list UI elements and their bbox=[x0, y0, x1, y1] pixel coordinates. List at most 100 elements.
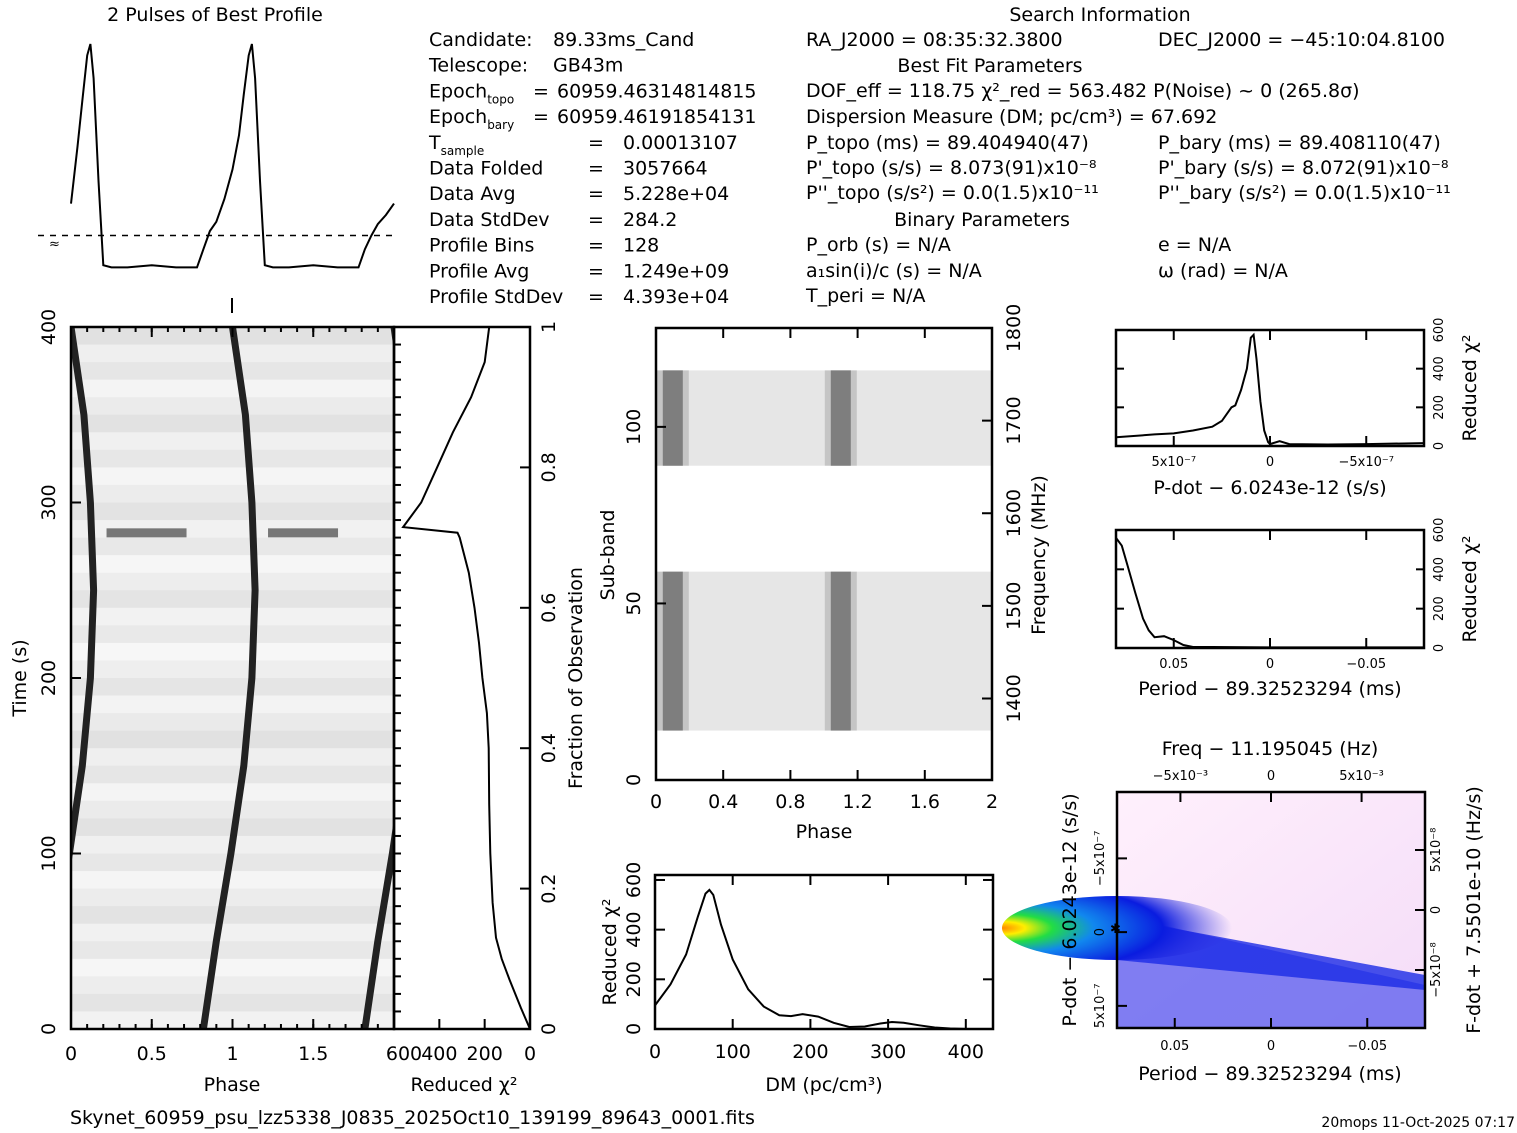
filename-label: Skynet_60959_psu_lzz5338_J0835_2025Oct10… bbox=[70, 1107, 755, 1129]
y-tick-label: 50 bbox=[623, 591, 645, 615]
y-tick-label: 0 bbox=[623, 1023, 645, 1035]
x-tick-label: 1.6 bbox=[910, 791, 940, 813]
x-tick-label: 0.5 bbox=[137, 1043, 167, 1065]
x-tick-label: 1.5 bbox=[298, 1043, 328, 1065]
x-tick-label: 0 bbox=[65, 1043, 77, 1065]
y-tick-label: 400 bbox=[623, 912, 645, 948]
p-pdot-plot: ✱ 0.05 0 −0.05 −5x10⁻³ 0 5x10⁻³ −5x10⁻⁷ 0 5x10⁻⁷… bbox=[1002, 738, 1485, 1085]
time-row bbox=[71, 941, 394, 960]
info-label: Profile StdDev bbox=[429, 286, 563, 308]
y2-tick-label: 1800 bbox=[1003, 304, 1025, 352]
period-chi2-plot: 0.05 0 −0.05 0 200 400 600 Period − 89.3252329… bbox=[1114, 518, 1481, 700]
info-equals: = bbox=[588, 158, 604, 180]
info-label: Data Avg bbox=[429, 183, 516, 205]
time-row bbox=[71, 537, 394, 556]
y-tick-label: 600 bbox=[1432, 518, 1447, 543]
binary-title: Binary Parameters bbox=[894, 209, 1070, 231]
ecc-value: e = N/A bbox=[1158, 234, 1231, 256]
x-tick-label: 0.05 bbox=[1160, 1039, 1189, 1054]
period-chi2-frame bbox=[1114, 528, 1426, 650]
search-info-block: RA_J2000 = 08:35:32.3800 DEC_J2000 = −45… bbox=[805, 29, 1451, 307]
time-row bbox=[71, 590, 394, 609]
rfi-row bbox=[268, 528, 339, 538]
info-label: Epochtopo bbox=[429, 80, 514, 106]
info-value: 60959.46191854131 bbox=[557, 106, 756, 128]
best-fit-title: Best Fit Parameters bbox=[897, 55, 1082, 77]
time-row bbox=[71, 888, 394, 907]
p-pdot-title: Freq − 11.195045 (Hz) bbox=[1162, 738, 1379, 760]
pddot-bary-value: P''_bary (s/s²) = 0.0(1.5)x10⁻¹¹ bbox=[1158, 182, 1451, 204]
time-row bbox=[71, 765, 394, 784]
y2-tick-label: 0 bbox=[1429, 906, 1444, 914]
y-tick-label: 100 bbox=[623, 409, 645, 445]
info-value: 1.249e+09 bbox=[623, 260, 729, 282]
info-equals: = bbox=[588, 286, 604, 308]
info-equals: = bbox=[588, 132, 604, 154]
subband-pulse bbox=[830, 370, 851, 466]
time-row bbox=[71, 800, 394, 819]
time-row bbox=[71, 607, 394, 626]
time-phase-rows bbox=[71, 327, 394, 1030]
porb-value: P_orb (s) = N/A bbox=[806, 234, 951, 256]
x-tick-label: 400 bbox=[948, 1041, 984, 1063]
y2-tick-label: 1600 bbox=[1003, 489, 1025, 537]
time-row bbox=[71, 397, 394, 416]
subband-pulse-halo bbox=[656, 571, 689, 731]
info-equals: = bbox=[588, 183, 604, 205]
time-row bbox=[71, 484, 394, 503]
x-tick-label: 0 bbox=[524, 1043, 536, 1065]
time-chi2-frame bbox=[392, 325, 532, 1031]
info-equals: = bbox=[588, 235, 604, 257]
search-info-title: Search Information bbox=[1009, 4, 1190, 26]
timestamp-label: 20mops 11-Oct-2025 07:17 bbox=[1321, 1115, 1515, 1131]
info-equals: = bbox=[588, 209, 604, 231]
p-pdot-xlabel: Period − 89.32523294 (ms) bbox=[1138, 1063, 1401, 1085]
p-bary-value: P_bary (ms) = 89.408110(47) bbox=[1158, 132, 1441, 154]
info-equals: = bbox=[533, 106, 549, 128]
time-chi2-ticks: 600 400 200 00 0.2 0.4 0.6 0.8 1 bbox=[386, 321, 560, 1065]
y-tick-label: 0.8 bbox=[538, 452, 560, 482]
pdot-topo-value: P'_topo (s/s) = 8.073(91)x10⁻⁸ bbox=[806, 157, 1096, 179]
omega-value: ω (rad) = N/A bbox=[1158, 260, 1288, 282]
profile-title: 2 Pulses of Best Profile bbox=[107, 4, 323, 26]
y-tick-label: 600 bbox=[623, 862, 645, 898]
info-value: 89.33ms_Cand bbox=[553, 29, 694, 51]
info-label: Epochbary bbox=[429, 106, 514, 132]
subband-image bbox=[656, 370, 992, 731]
time-chi2-plot: 600 400 200 00 0.2 0.4 0.6 0.8 1 Reduced χ² Frac… bbox=[386, 321, 587, 1096]
time-chi2-ylabel: Fraction of Observation bbox=[565, 567, 587, 789]
y-tick-label: 200 bbox=[1432, 395, 1447, 420]
y-tick-label: 600 bbox=[1432, 318, 1447, 343]
time-phase-ticks: 0 0.5 1 1.5 0 100 200 300 400 bbox=[38, 309, 379, 1065]
period-chi2-curve bbox=[1115, 537, 1424, 649]
x-tick-label: −0.05 bbox=[1347, 1039, 1387, 1054]
subband-pulse bbox=[662, 571, 683, 731]
pdot-chi2-xlabel: P-dot − 6.0243e-12 (s/s) bbox=[1153, 477, 1386, 499]
frequency-ylabel: Frequency (MHz) bbox=[1028, 475, 1050, 635]
x-tick-label: 0.8 bbox=[775, 791, 805, 813]
x-tick-label: 0.4 bbox=[708, 791, 738, 813]
pdot-chi2-curve bbox=[1115, 332, 1425, 446]
time-row bbox=[71, 993, 394, 1012]
time-row bbox=[71, 748, 394, 767]
subband-pulse bbox=[662, 370, 683, 466]
y-tick-label: 0 bbox=[1432, 442, 1447, 450]
info-label: Profile Avg bbox=[429, 260, 529, 282]
x-tick-label: 1.2 bbox=[842, 791, 872, 813]
time-phase-xlabel: Phase bbox=[204, 1074, 261, 1096]
time-row bbox=[71, 871, 394, 890]
y-tick-label: 400 bbox=[1432, 557, 1447, 582]
ra-value: RA_J2000 = 08:35:32.3800 bbox=[806, 29, 1063, 51]
time-row bbox=[71, 642, 394, 661]
subband-block bbox=[656, 571, 992, 731]
p-pdot-y2label: F-dot + 7.5501e-10 (Hz/s) bbox=[1463, 786, 1485, 1034]
y2-tick-label: 1500 bbox=[1003, 582, 1025, 630]
x-tick-label: −5x10⁻⁷ bbox=[1339, 455, 1394, 470]
x-tick-label: 300 bbox=[870, 1041, 906, 1063]
subband-pulse bbox=[830, 571, 851, 731]
pddot-topo-value: P''_topo (s/s²) = 0.0(1.5)x10⁻¹¹ bbox=[806, 182, 1099, 204]
y-tick-label: 0.4 bbox=[538, 733, 560, 763]
x2-tick-label: −5x10⁻³ bbox=[1153, 769, 1208, 784]
x-tick-label: 0 bbox=[1267, 1039, 1275, 1054]
